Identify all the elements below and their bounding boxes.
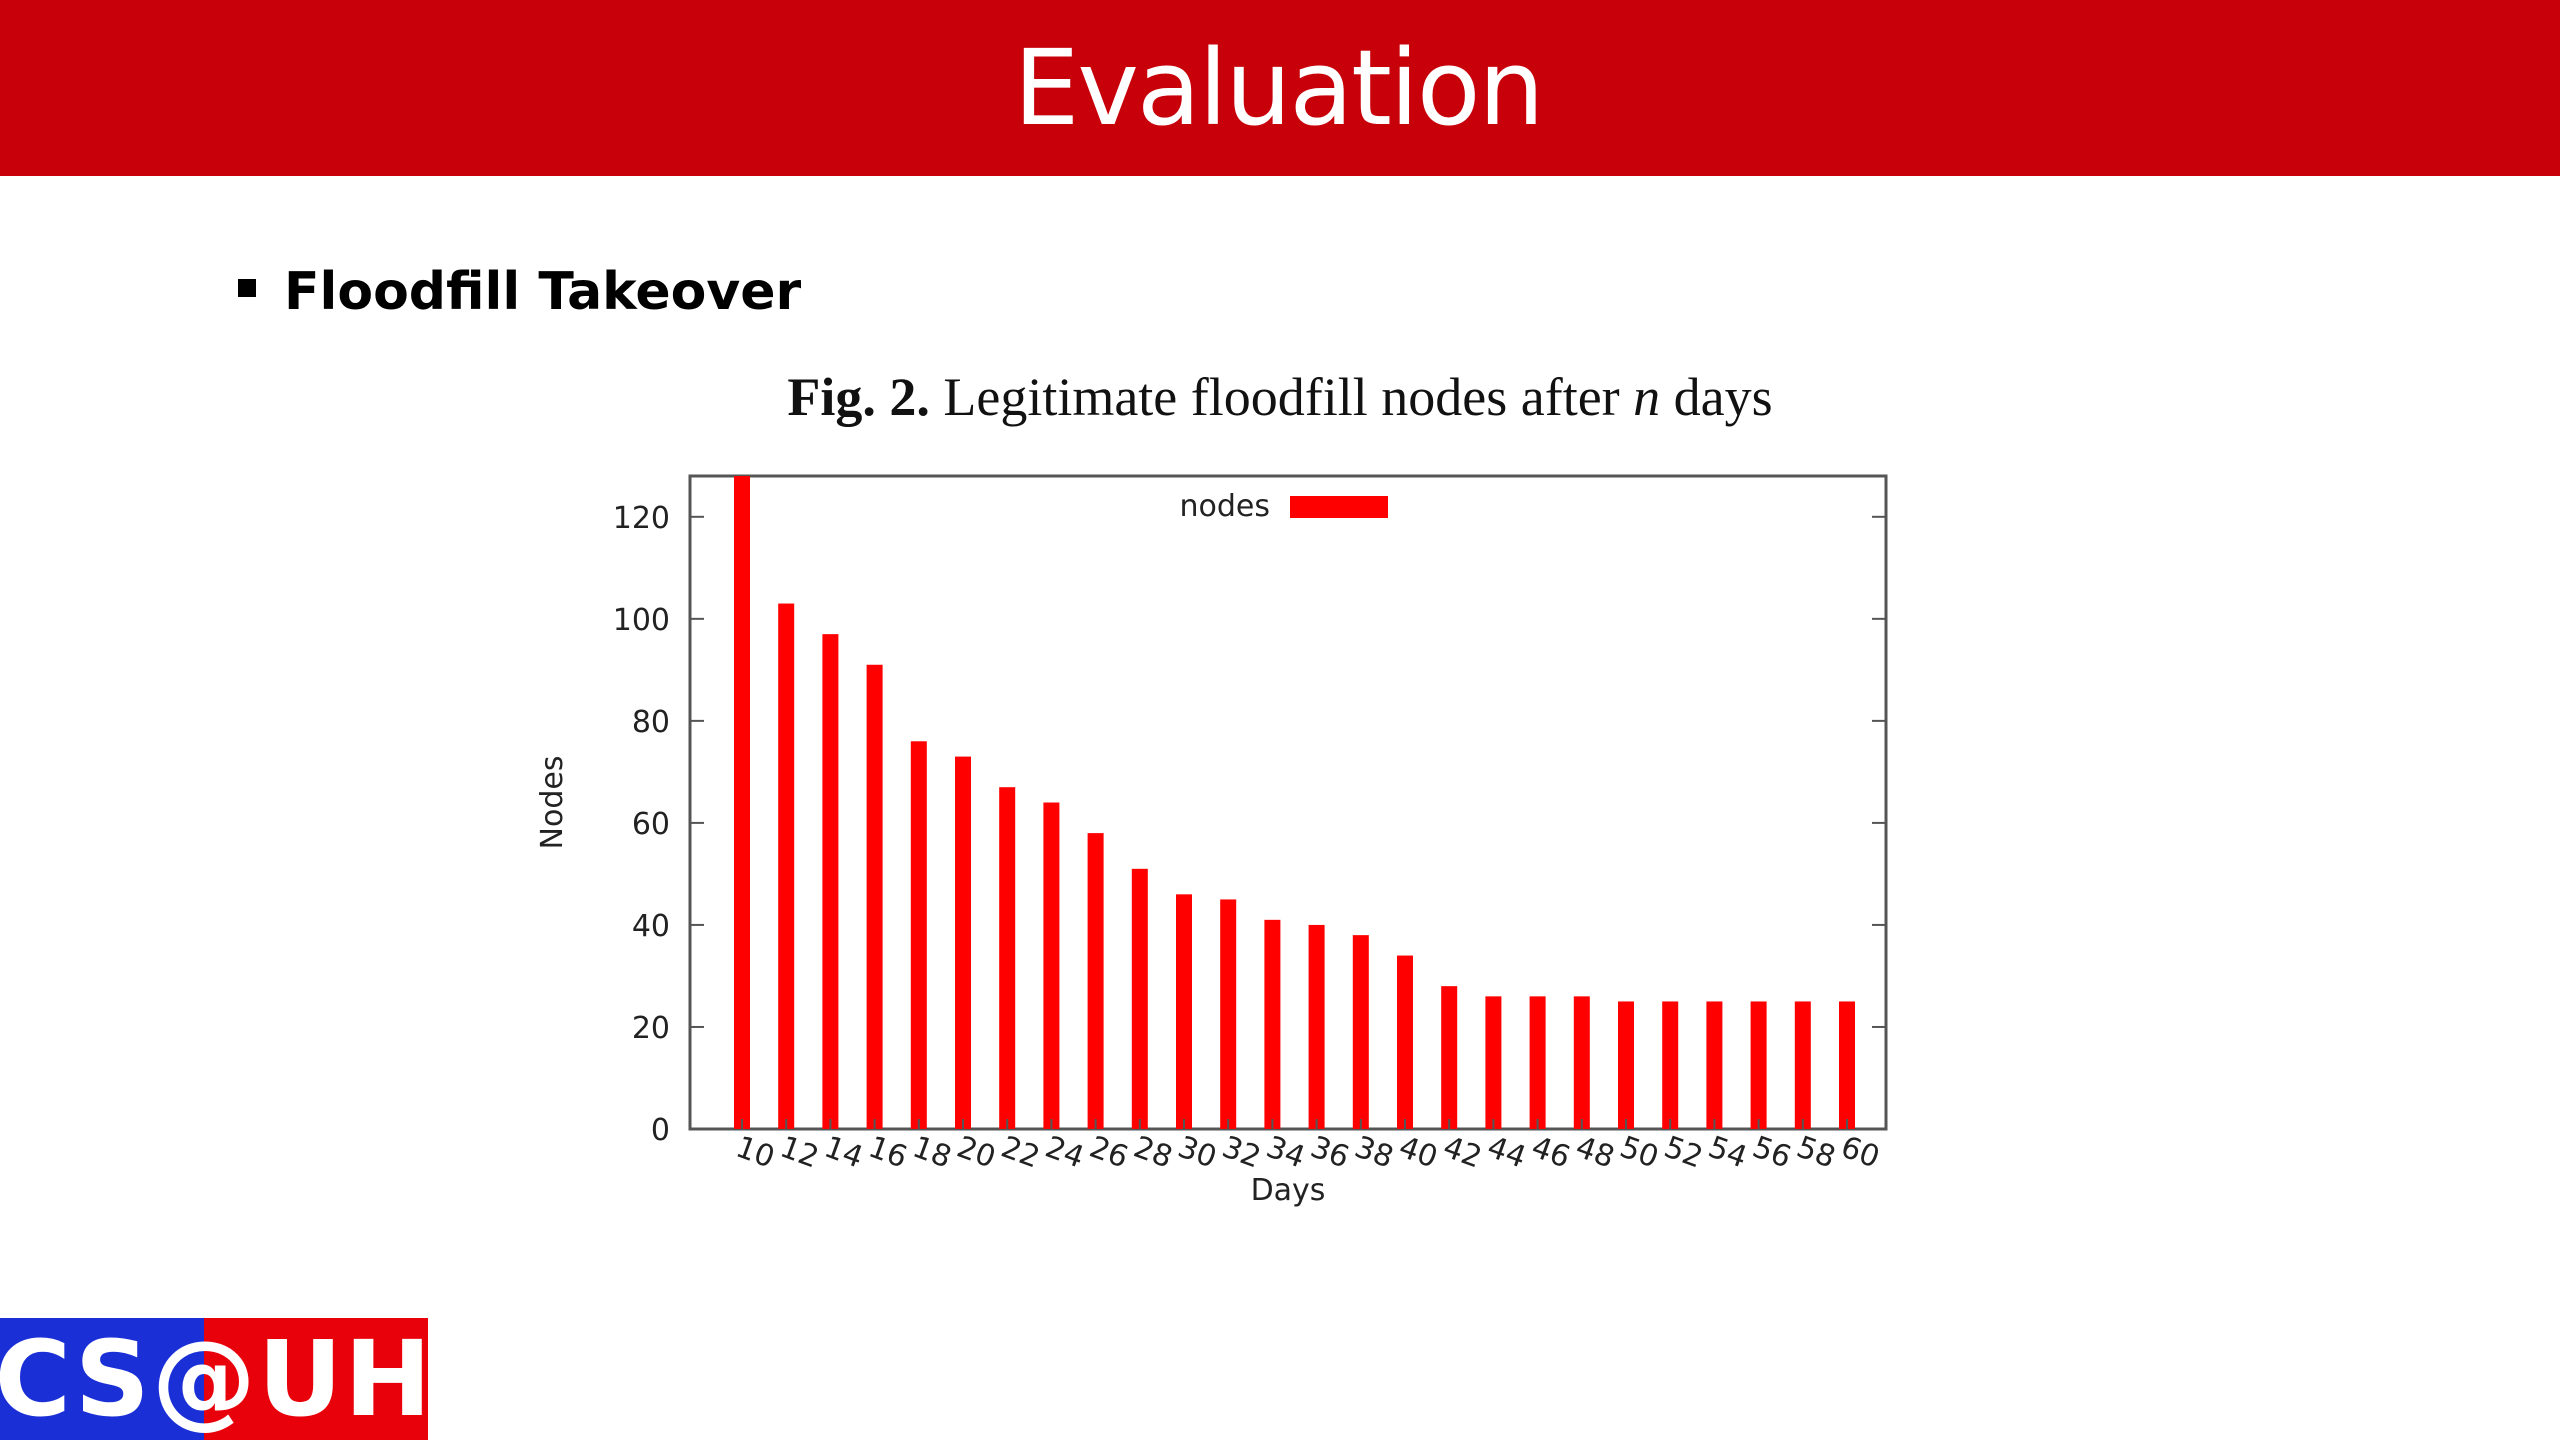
bar xyxy=(1352,935,1369,1129)
bar xyxy=(822,634,839,1129)
bar xyxy=(1529,996,1546,1129)
x-tick-label: 32 xyxy=(1217,1130,1265,1176)
y-tick-label: 60 xyxy=(632,807,670,842)
y-axis-label: Nodes xyxy=(535,756,570,850)
logo-blue-panel xyxy=(0,1318,204,1440)
x-tick-label: 14 xyxy=(820,1130,868,1176)
x-tick-label: 48 xyxy=(1571,1130,1619,1176)
x-tick-label: 18 xyxy=(908,1130,956,1176)
bar xyxy=(1706,1001,1723,1129)
bar xyxy=(1264,919,1281,1129)
x-tick-label: 38 xyxy=(1350,1130,1398,1176)
plot-frame xyxy=(688,474,1888,1131)
y-tick-label: 80 xyxy=(632,705,670,740)
bar xyxy=(1750,1001,1767,1129)
bar xyxy=(1308,924,1325,1129)
bar xyxy=(1485,996,1502,1129)
y-tick-label: 40 xyxy=(632,909,670,944)
bar xyxy=(1176,894,1192,1129)
bar xyxy=(1794,1001,1811,1129)
logo-text: CS@UH xyxy=(0,1318,434,1440)
x-tick-label: 54 xyxy=(1704,1130,1752,1176)
bar xyxy=(1573,996,1590,1129)
x-tick-label: 52 xyxy=(1659,1130,1707,1176)
x-tick-label: 20 xyxy=(952,1130,1000,1176)
figure-caption-text-after: days xyxy=(1660,367,1773,427)
legend-swatch xyxy=(1290,496,1388,518)
figure-caption-text-before: Legitimate floodfill nodes after xyxy=(929,367,1634,427)
figure-label: Fig. 2. xyxy=(787,367,930,427)
x-tick-label: 12 xyxy=(775,1130,823,1176)
bar xyxy=(1087,833,1104,1129)
x-tick-label: 22 xyxy=(996,1130,1044,1176)
x-tick-label: 30 xyxy=(1173,1130,1221,1176)
square-bullet-icon xyxy=(238,279,256,297)
title-bar: Evaluation xyxy=(0,0,2560,176)
bar xyxy=(999,787,1016,1129)
logo-red-panel xyxy=(204,1318,428,1440)
x-tick-label: 60 xyxy=(1836,1130,1884,1176)
y-tick-label: 120 xyxy=(613,501,670,536)
x-tick-label: 26 xyxy=(1085,1130,1133,1176)
bar xyxy=(910,741,927,1129)
bar xyxy=(955,756,971,1129)
bar xyxy=(866,664,883,1129)
x-tick-label: 16 xyxy=(864,1130,912,1176)
bullet-item: Floodfill Takeover xyxy=(238,262,801,322)
y-tick-label: 20 xyxy=(632,1011,670,1046)
bar xyxy=(1043,802,1060,1129)
x-axis-label: Days xyxy=(1251,1173,1326,1208)
bar xyxy=(1662,1001,1679,1129)
x-tick-label: 40 xyxy=(1394,1130,1442,1176)
figure-caption-italic: n xyxy=(1633,367,1661,427)
x-tick-label: 10 xyxy=(731,1130,779,1176)
x-tick-label: 58 xyxy=(1792,1130,1840,1176)
bullet-text: Floodfill Takeover xyxy=(284,262,802,322)
legend-label: nodes xyxy=(1180,489,1271,524)
x-tick-label: 34 xyxy=(1262,1130,1310,1176)
y-tick-label: 0 xyxy=(651,1113,670,1148)
bar xyxy=(1131,868,1148,1129)
x-tick-label: 28 xyxy=(1129,1130,1177,1176)
x-tick-label: 44 xyxy=(1483,1130,1531,1176)
bar xyxy=(1397,955,1413,1129)
bar xyxy=(1839,1001,1855,1129)
bar xyxy=(734,476,750,1129)
bar xyxy=(1220,899,1237,1129)
x-tick-label: 56 xyxy=(1748,1130,1796,1176)
x-tick-label: 42 xyxy=(1438,1130,1486,1176)
bar xyxy=(1441,986,1458,1129)
cs-uh-logo: CS@UH xyxy=(0,1318,434,1440)
figure-caption: Fig. 2. Legitimate floodfill nodes after… xyxy=(0,366,2560,428)
x-tick-label: 46 xyxy=(1527,1130,1575,1176)
x-tick-label: 24 xyxy=(1041,1130,1089,1176)
bar xyxy=(1618,1001,1634,1129)
x-tick-label: 36 xyxy=(1306,1130,1354,1176)
y-tick-label: 100 xyxy=(613,603,670,638)
bar xyxy=(778,603,795,1129)
x-tick-label: 50 xyxy=(1615,1130,1663,1176)
slide-title: Evaluation xyxy=(1013,27,1545,149)
